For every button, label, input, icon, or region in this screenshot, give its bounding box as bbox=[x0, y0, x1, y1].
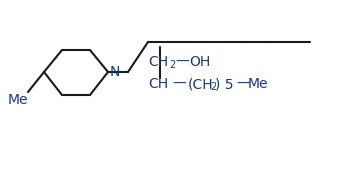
Text: Me: Me bbox=[248, 77, 268, 91]
Text: Me: Me bbox=[8, 93, 28, 107]
Text: —: — bbox=[175, 55, 189, 69]
Text: —: — bbox=[236, 77, 250, 91]
Text: —: — bbox=[172, 77, 186, 91]
Text: CH: CH bbox=[148, 77, 168, 91]
Text: OH: OH bbox=[189, 55, 210, 69]
Text: (CH: (CH bbox=[188, 77, 214, 91]
Text: N: N bbox=[110, 65, 120, 79]
Text: 2: 2 bbox=[210, 82, 216, 92]
Text: 2: 2 bbox=[169, 60, 175, 70]
Text: CH: CH bbox=[148, 55, 168, 69]
Text: ) 5: ) 5 bbox=[215, 77, 234, 91]
